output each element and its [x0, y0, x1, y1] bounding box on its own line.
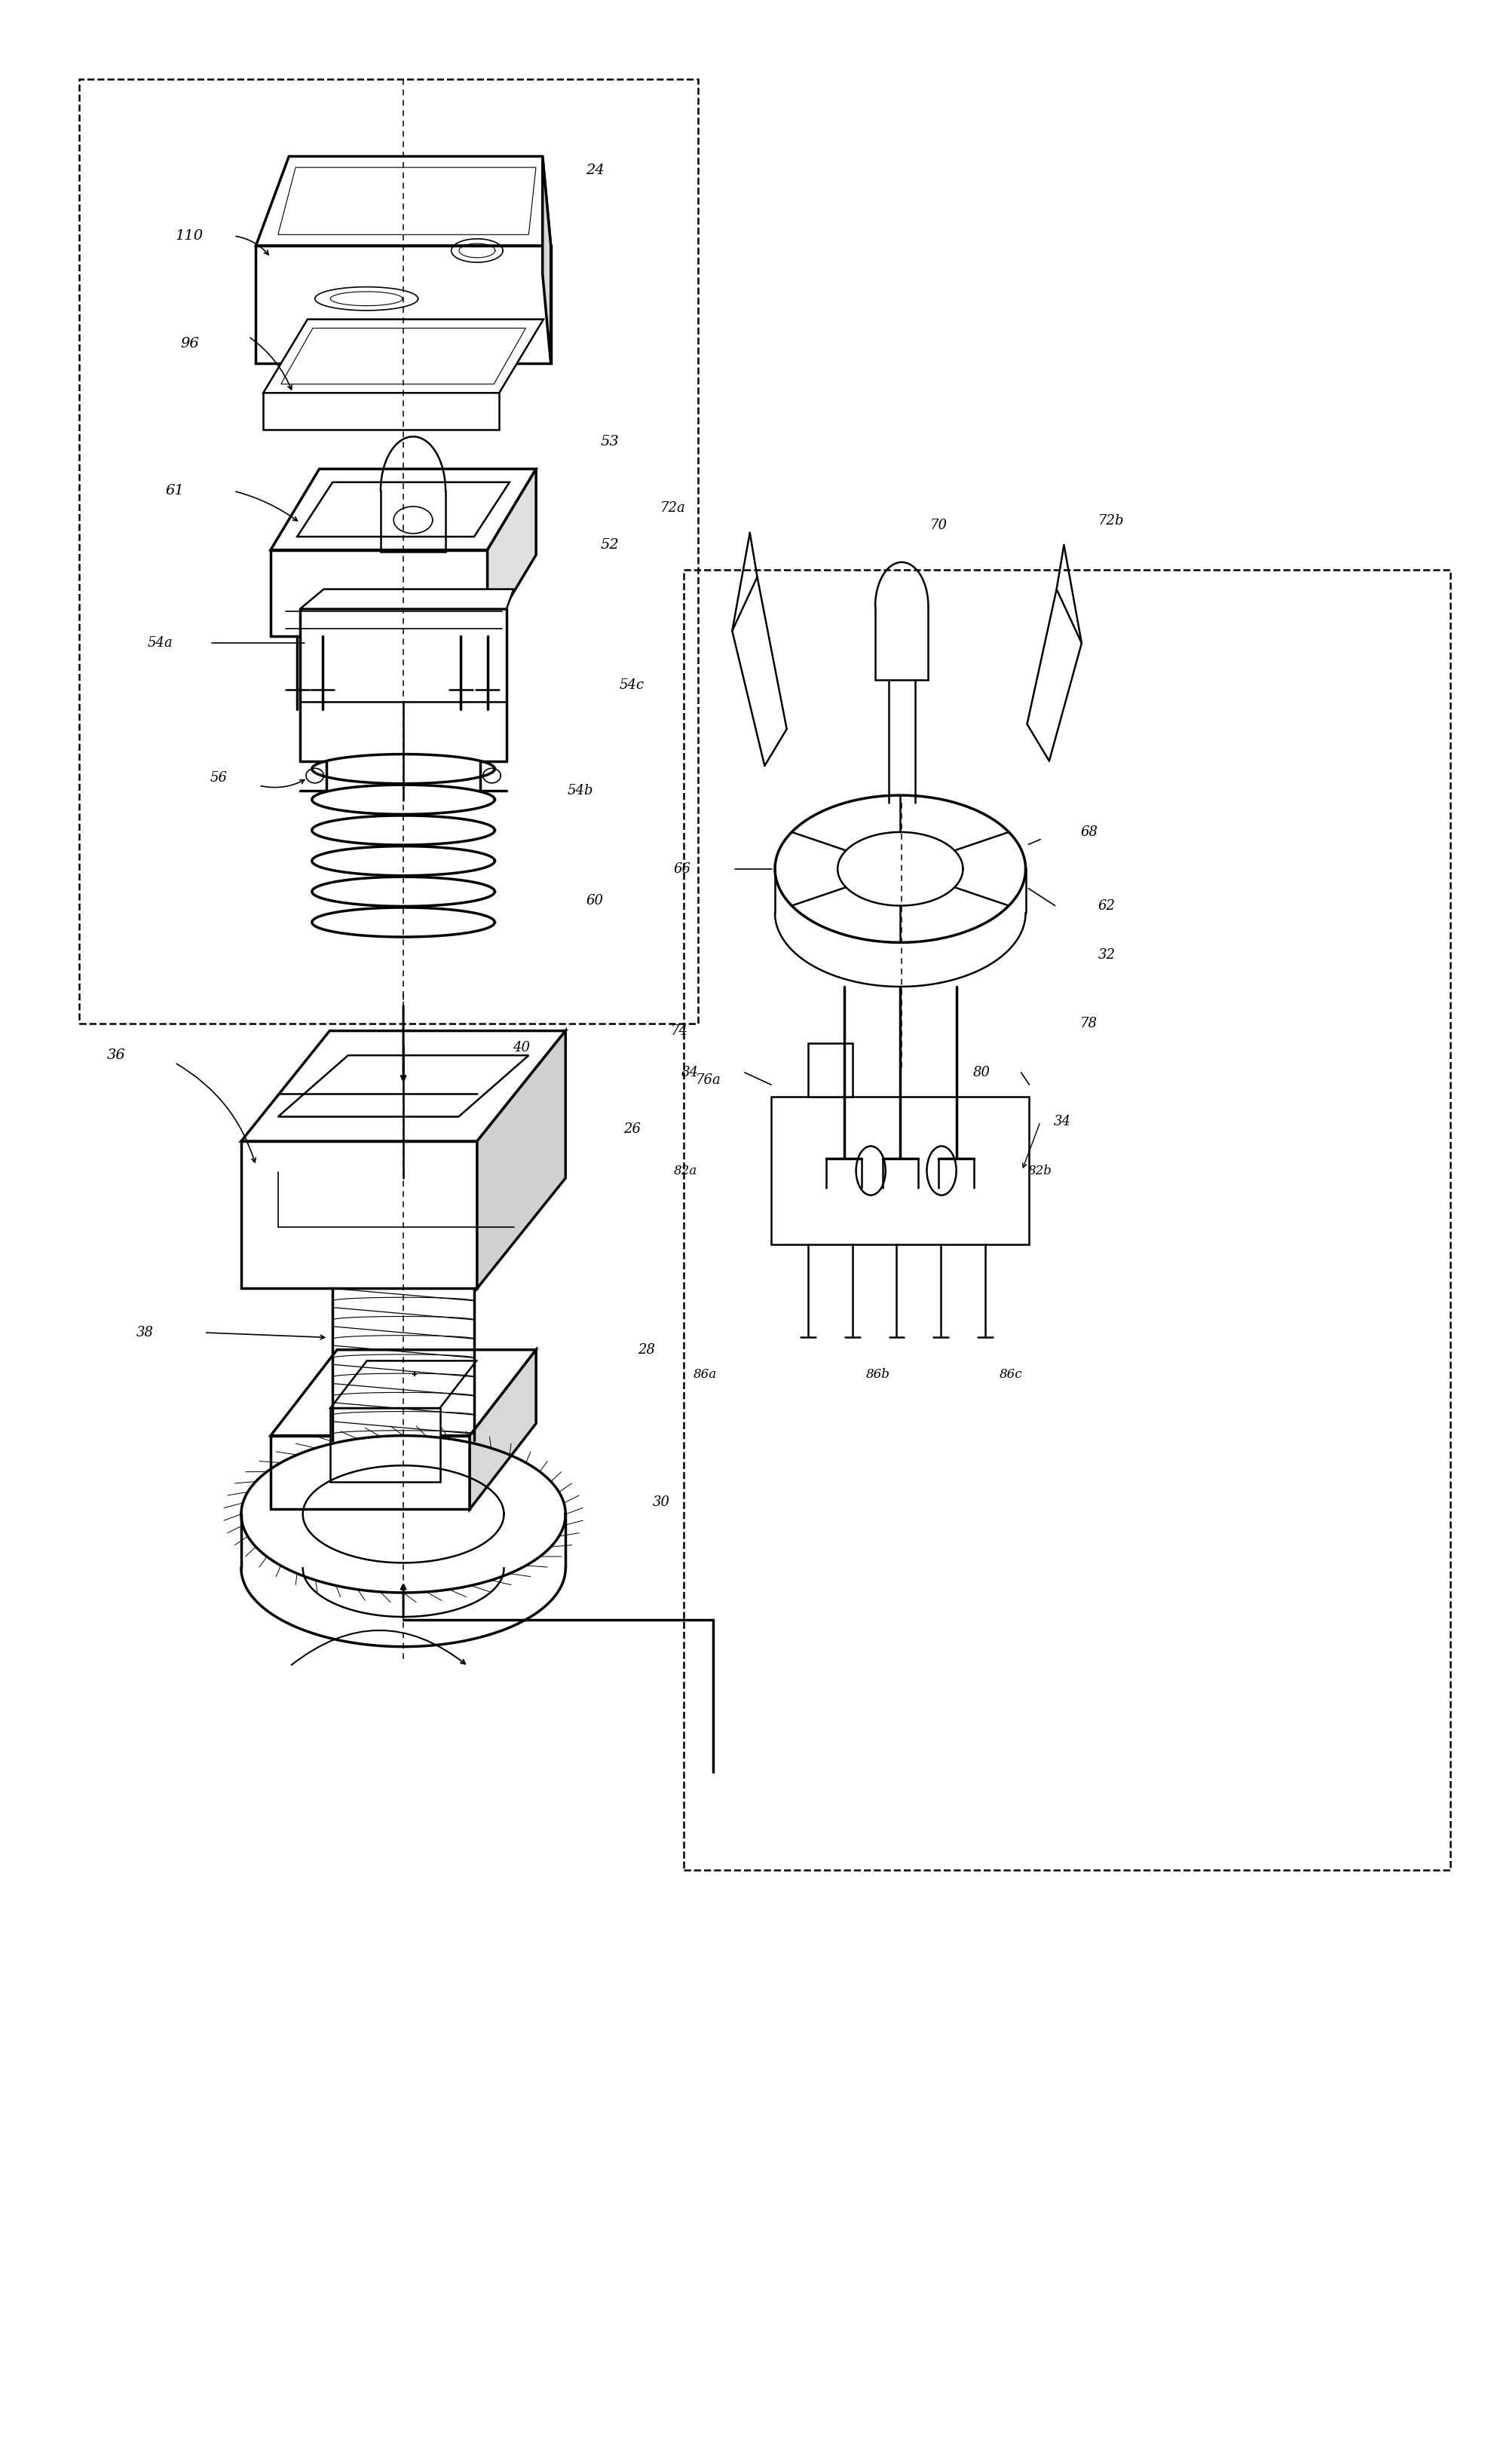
- Text: 72b: 72b: [1097, 513, 1124, 527]
- Polygon shape: [241, 1030, 566, 1141]
- Polygon shape: [241, 1141, 477, 1289]
- Polygon shape: [300, 609, 506, 702]
- Text: 110: 110: [175, 229, 203, 241]
- Text: 86b: 86b: [866, 1368, 890, 1380]
- Text: 82a: 82a: [674, 1165, 698, 1178]
- Text: 54a: 54a: [147, 636, 172, 650]
- Polygon shape: [469, 1350, 536, 1510]
- Polygon shape: [255, 246, 551, 365]
- Text: 84: 84: [682, 1067, 699, 1079]
- Text: 72a: 72a: [661, 503, 686, 515]
- Text: 96: 96: [180, 338, 199, 350]
- Text: 82b: 82b: [1028, 1165, 1053, 1178]
- Text: 54b: 54b: [567, 784, 594, 798]
- Text: 53: 53: [600, 436, 619, 448]
- Text: 78: 78: [1081, 1018, 1097, 1030]
- Polygon shape: [297, 483, 509, 537]
- Text: 76a: 76a: [696, 1074, 722, 1087]
- Bar: [771, 1096, 1029, 1244]
- Text: 68: 68: [1081, 825, 1097, 838]
- Polygon shape: [270, 549, 487, 636]
- Bar: [683, 569, 1451, 1870]
- Polygon shape: [263, 320, 544, 392]
- Text: 54c: 54c: [619, 678, 644, 692]
- Text: 80: 80: [973, 1067, 990, 1079]
- Polygon shape: [270, 468, 536, 549]
- Polygon shape: [542, 155, 551, 365]
- Text: 24: 24: [585, 163, 604, 177]
- Text: 30: 30: [653, 1496, 670, 1508]
- Polygon shape: [270, 1350, 536, 1437]
- Polygon shape: [255, 155, 551, 246]
- Text: 86c: 86c: [999, 1368, 1022, 1380]
- Text: 28: 28: [639, 1343, 655, 1358]
- Polygon shape: [330, 1407, 440, 1481]
- Polygon shape: [487, 468, 536, 636]
- Text: 60: 60: [587, 894, 604, 907]
- Text: 52: 52: [600, 537, 619, 552]
- Text: 56: 56: [211, 771, 227, 786]
- Text: 26: 26: [624, 1121, 640, 1136]
- Polygon shape: [477, 1030, 566, 1289]
- Polygon shape: [300, 589, 514, 609]
- Text: 66: 66: [673, 862, 691, 875]
- Polygon shape: [270, 1437, 469, 1510]
- Text: 70: 70: [930, 517, 947, 532]
- Text: 34: 34: [1054, 1114, 1071, 1129]
- Text: 40: 40: [512, 1042, 530, 1055]
- Text: 74: 74: [670, 1025, 688, 1037]
- Bar: [808, 1042, 852, 1096]
- Text: 32: 32: [1097, 949, 1115, 961]
- Text: 36: 36: [107, 1050, 125, 1062]
- Text: 38: 38: [137, 1326, 154, 1340]
- Text: 86a: 86a: [693, 1368, 717, 1380]
- Bar: [79, 79, 698, 1023]
- Text: 62: 62: [1097, 899, 1115, 912]
- Text: 61: 61: [165, 485, 184, 498]
- Polygon shape: [330, 1360, 477, 1407]
